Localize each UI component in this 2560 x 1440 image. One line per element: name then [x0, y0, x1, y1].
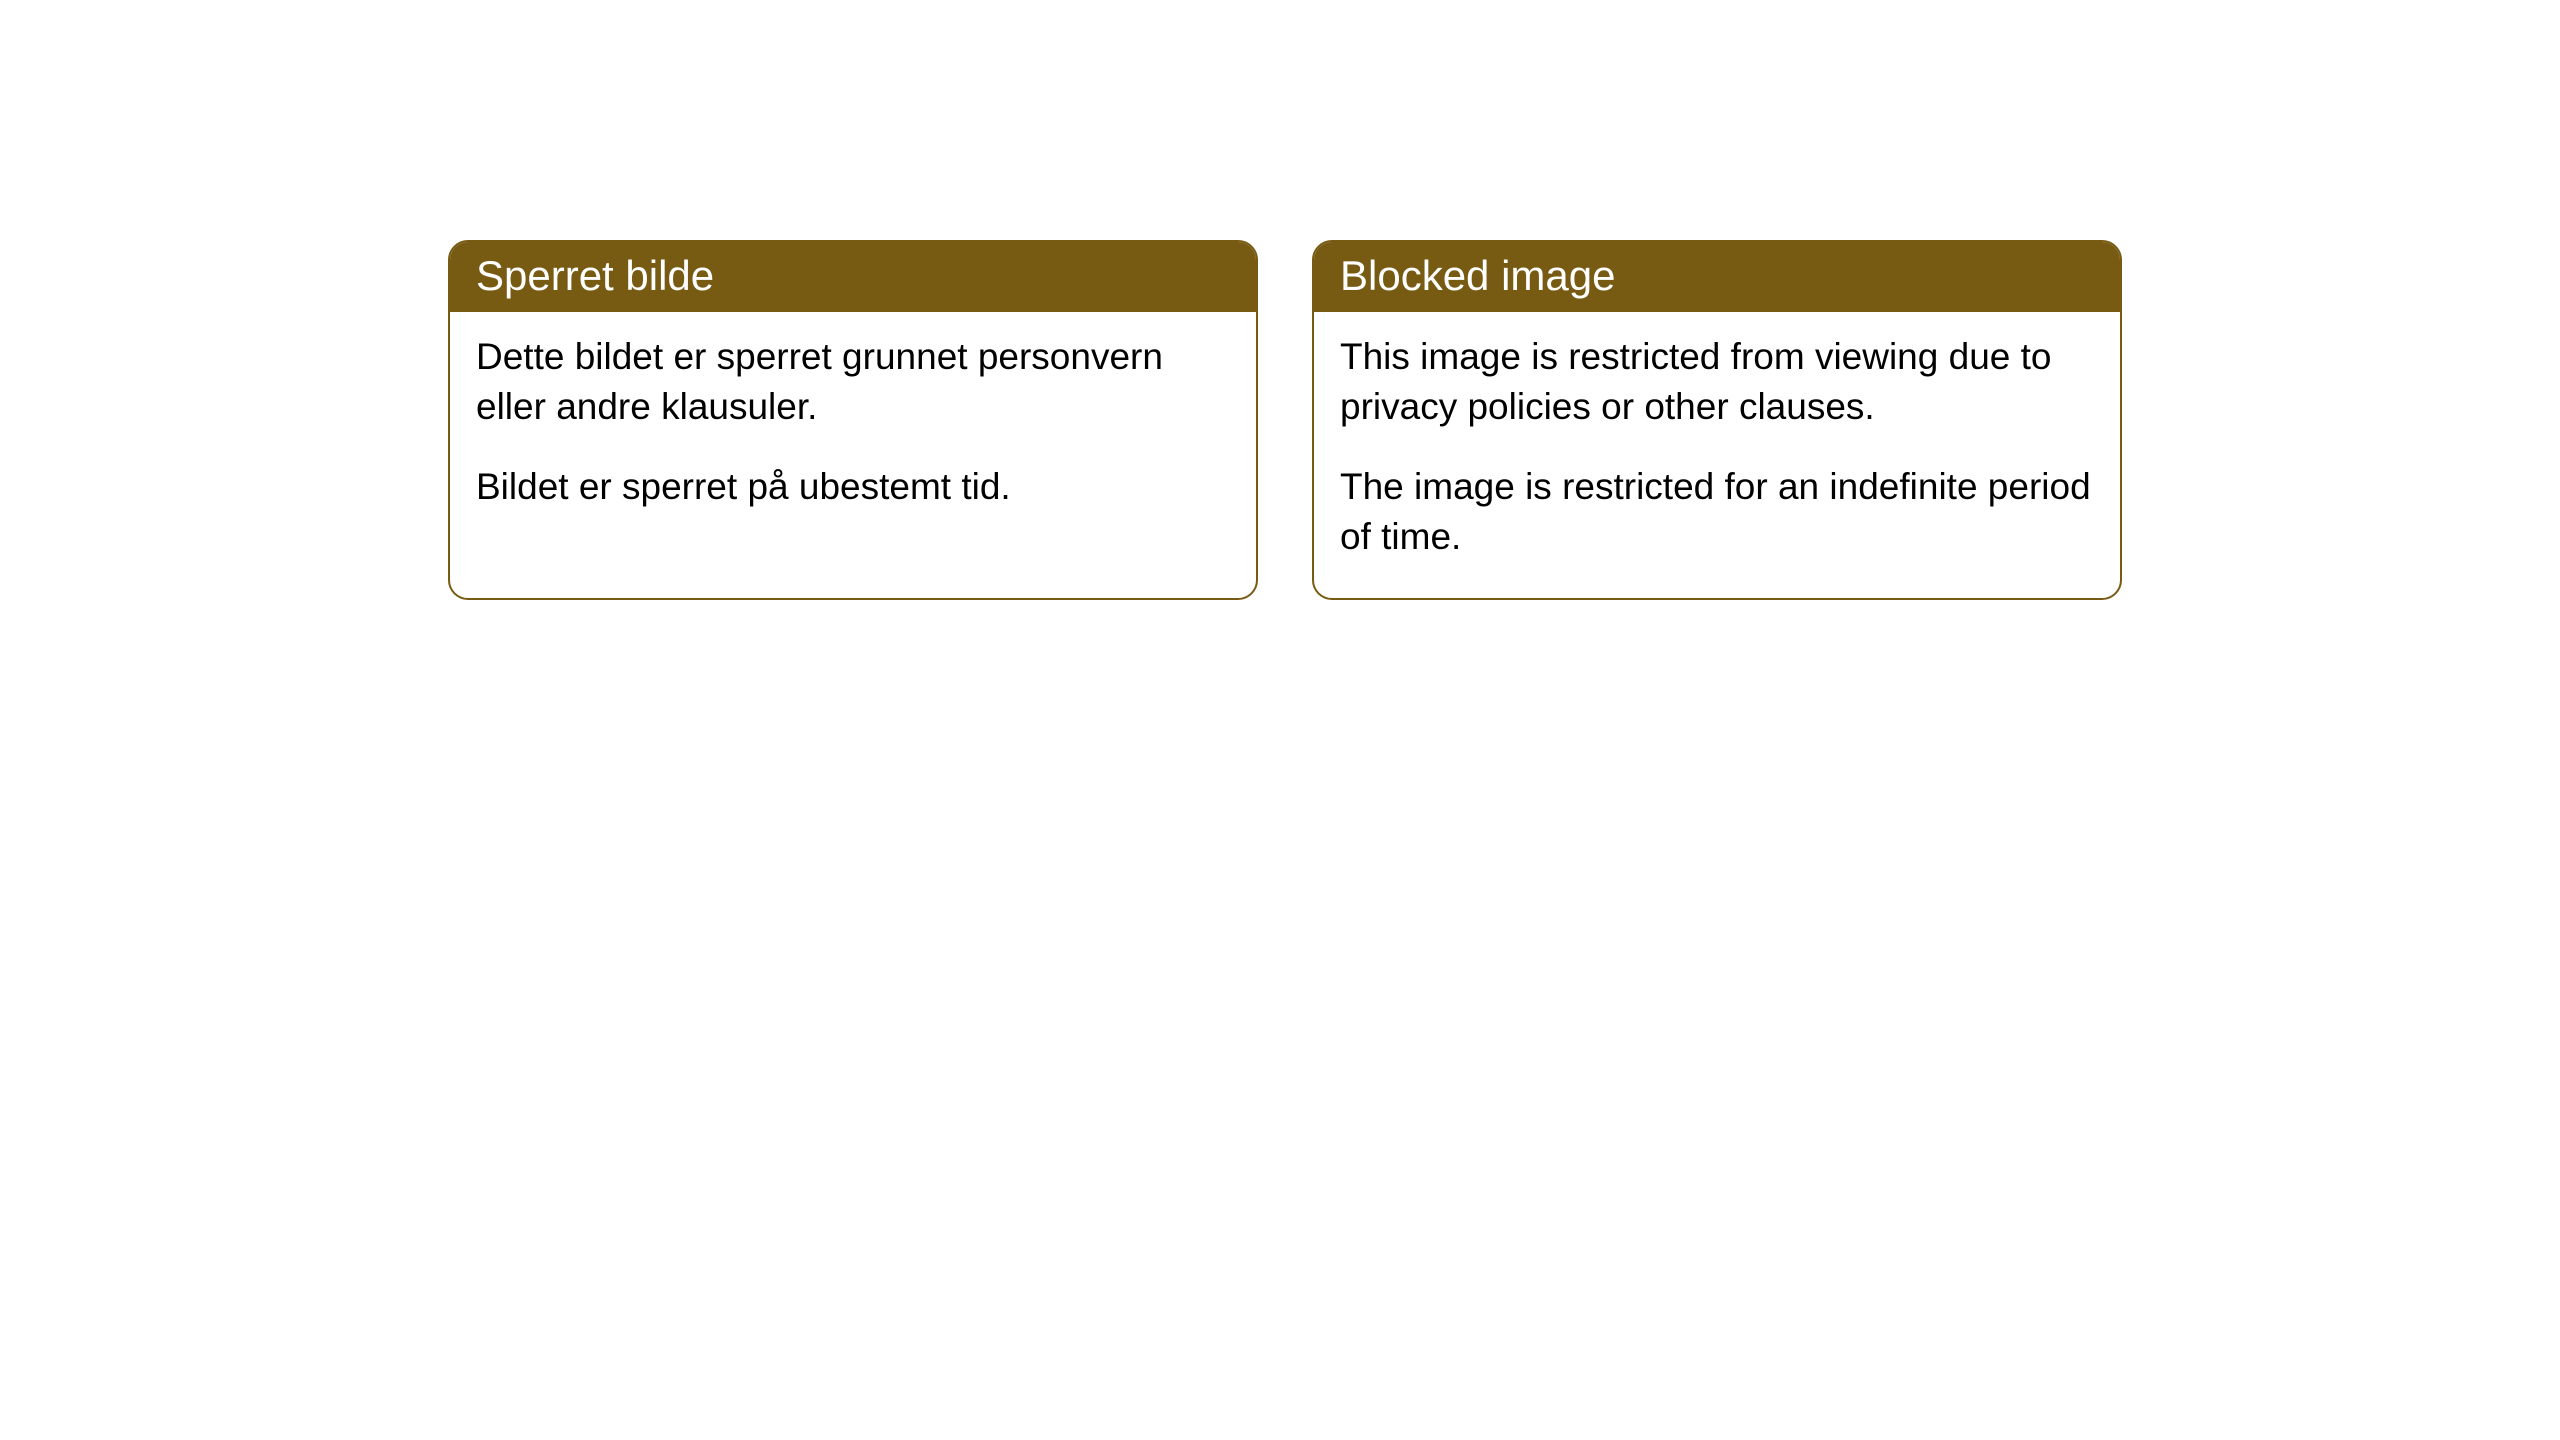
blocked-image-card-english: Blocked image This image is restricted f…: [1312, 240, 2122, 600]
blocked-image-card-norwegian: Sperret bilde Dette bildet er sperret gr…: [448, 240, 1258, 600]
card-paragraph-2-english: The image is restricted for an indefinit…: [1340, 462, 2094, 562]
card-paragraph-2-norwegian: Bildet er sperret på ubestemt tid.: [476, 462, 1230, 512]
card-header-norwegian: Sperret bilde: [450, 242, 1256, 312]
card-body-english: This image is restricted from viewing du…: [1314, 312, 2120, 598]
notice-container: Sperret bilde Dette bildet er sperret gr…: [0, 0, 2560, 600]
card-body-norwegian: Dette bildet er sperret grunnet personve…: [450, 312, 1256, 548]
card-header-english: Blocked image: [1314, 242, 2120, 312]
card-paragraph-1-norwegian: Dette bildet er sperret grunnet personve…: [476, 332, 1230, 432]
card-paragraph-1-english: This image is restricted from viewing du…: [1340, 332, 2094, 432]
